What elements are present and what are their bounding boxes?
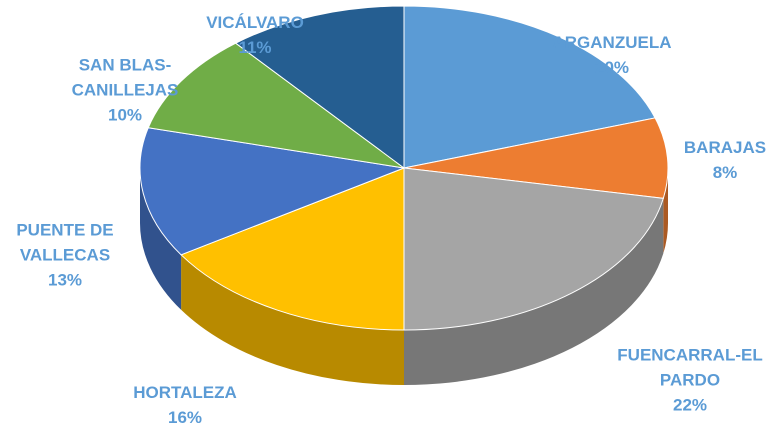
percent-label: 11% (238, 38, 272, 57)
slice (403, 117, 669, 199)
pie-tops (139, 5, 669, 331)
slice (139, 127, 406, 256)
data-label: ARGANZUELA 20% (553, 30, 672, 80)
data-label: SAN BLAS-CANILLEJAS 10% (70, 53, 180, 128)
percent-label: 16% (167, 408, 203, 427)
data-label: HORTALEZA 16% (133, 380, 237, 430)
category-label: ARGANZUELA (552, 33, 672, 52)
data-label: BARAJAS 8% (684, 135, 766, 185)
slice (403, 167, 664, 331)
slice (403, 5, 656, 169)
pie-sides (140, 168, 668, 385)
percent-label: 22% (672, 395, 708, 415)
slice-side (140, 168, 182, 310)
slice-side (181, 254, 404, 385)
slice (234, 5, 405, 169)
category-label: HORTALEZA (133, 383, 237, 402)
category-label: VICÁLVARO (206, 13, 304, 32)
slice (180, 167, 405, 331)
slice-side (404, 198, 664, 385)
slice (147, 42, 405, 169)
data-label: FUENCARRAL-EL PARDO 22% (608, 343, 771, 418)
percent-label: 20% (594, 58, 630, 77)
data-label: PUENTE DE VALLECAS 13% (10, 218, 120, 293)
data-label: VICÁLVARO 11% (206, 10, 304, 60)
category-label: SAN BLAS-CANILLEJAS (71, 55, 179, 100)
percent-label: 8% (712, 163, 738, 182)
slice-side (663, 168, 668, 254)
category-label: FUENCARRAL-EL PARDO (617, 345, 763, 390)
percent-label: 13% (47, 270, 83, 290)
percent-label: 10% (107, 105, 143, 125)
category-label: BARAJAS (683, 138, 767, 157)
category-label: PUENTE DE VALLECAS (16, 220, 114, 265)
